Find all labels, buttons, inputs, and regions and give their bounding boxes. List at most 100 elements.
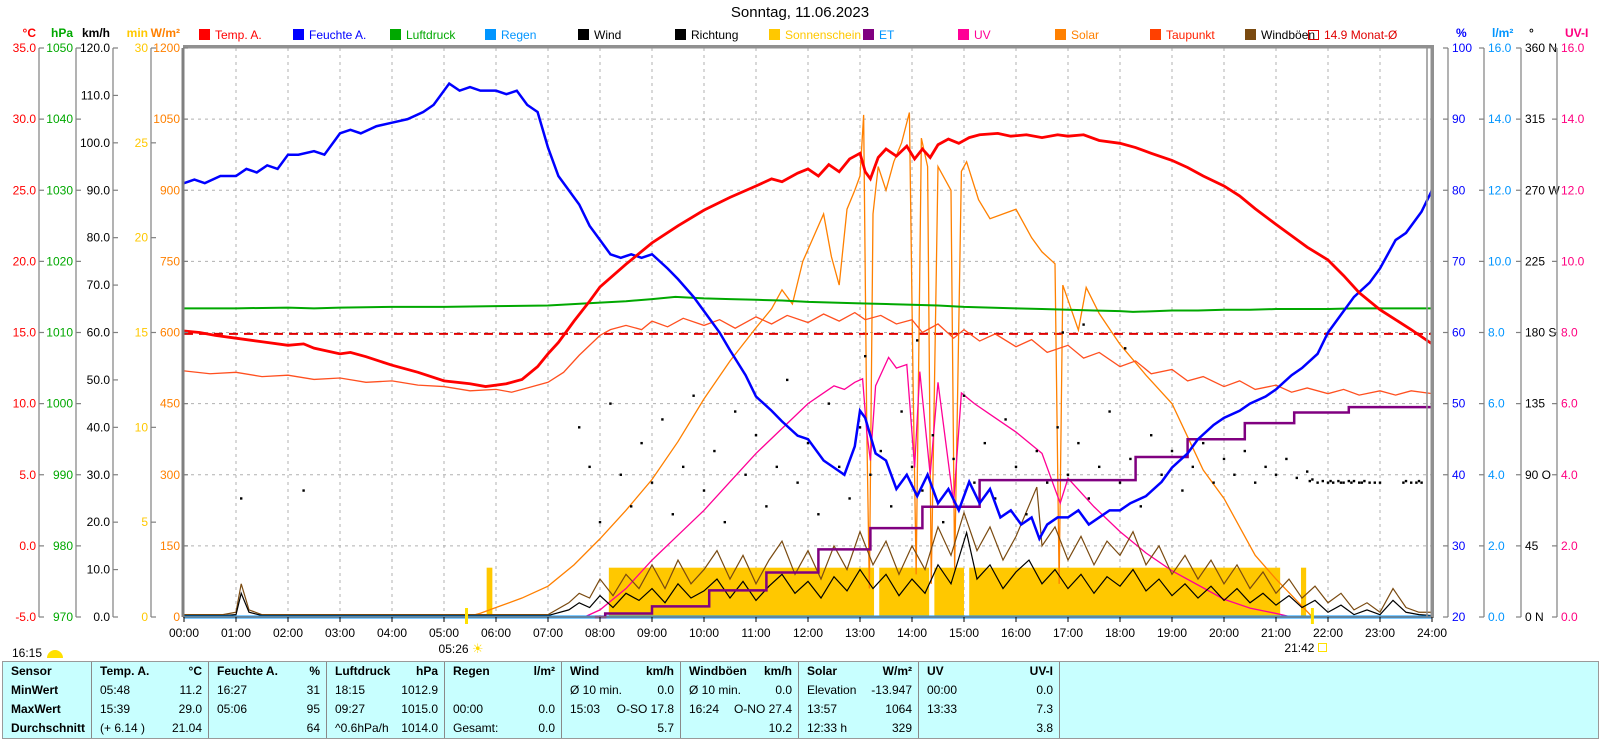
series-dot-Richtung — [1150, 434, 1153, 437]
legend-label: UV — [974, 28, 991, 42]
x-label: 09:00 — [637, 626, 667, 640]
legend-label: ET — [879, 28, 895, 42]
series-dot-Richtung — [858, 426, 862, 429]
series-dot-Richtung — [1410, 481, 1413, 484]
axis-label: 1020 — [46, 254, 73, 268]
series-dot-Richtung — [1233, 473, 1236, 476]
axis-label: 40.0 — [87, 420, 111, 434]
series-dot-Richtung — [682, 465, 685, 469]
series-dot-Richtung — [1363, 479, 1366, 483]
cell-label: 05:06 — [217, 702, 248, 716]
axis-label: 2.0 — [1488, 539, 1505, 553]
table-row: Feuchte A.% — [209, 662, 326, 681]
axis-label: 150 — [160, 539, 180, 553]
axis-label: 10.0 — [1561, 254, 1585, 268]
series-dot-Richtung — [1118, 481, 1122, 484]
series-dot-Richtung — [650, 481, 654, 484]
series-dot-Richtung — [1108, 410, 1111, 413]
axis-label: 1200 — [153, 41, 180, 55]
cell-label: Luftdruck — [335, 664, 391, 678]
sunset-marker: 21:42 — [1284, 641, 1327, 655]
legend-item-ET: ET — [863, 28, 895, 42]
series-dot-Richtung — [931, 434, 934, 437]
cell-label: Ø 10 min. — [570, 683, 623, 697]
sunshine-area — [934, 567, 964, 617]
series-dot-Richtung — [671, 513, 674, 516]
cell-label: 15:39 — [100, 702, 131, 716]
series-dot-Richtung — [1347, 479, 1350, 483]
table-row: UV UV-I — [919, 662, 1059, 681]
axis-label: 315 — [1525, 112, 1545, 126]
axis-label: 90 O — [1525, 468, 1551, 482]
legend-swatch-icon — [958, 29, 969, 40]
x-label: 13:00 — [845, 626, 875, 640]
cell-value: °C — [188, 664, 202, 678]
table-row: Sensor — [3, 662, 91, 681]
x-label: 02:00 — [273, 626, 303, 640]
sunset-time-label: 21:42 — [1284, 641, 1315, 655]
series-dot-Richtung — [1360, 481, 1363, 484]
x-label: 23:00 — [1365, 626, 1395, 640]
series-line-Luftdruck — [184, 295, 1432, 313]
daylight-duration: 16:15 — [12, 646, 65, 660]
cell-value: 10.2 — [768, 721, 792, 735]
cell-value: 5.7 — [657, 721, 674, 735]
legend-item-14.9 Monat-Ø: 14.9 Monat-Ø — [1308, 28, 1398, 42]
cell-label: Windböen — [689, 664, 747, 678]
series-dot-Richtung — [962, 394, 966, 397]
cell-label: 12:33 h — [807, 721, 848, 735]
cell-value: UV-I — [1029, 664, 1053, 678]
legend-swatch-icon — [1245, 29, 1256, 40]
cell-value: % — [309, 664, 320, 678]
table-row: Wind km/h — [562, 662, 680, 681]
series-dot-Richtung — [1339, 481, 1343, 484]
table-row: Durchschnitt — [3, 719, 91, 738]
axis-label: 90.0 — [87, 183, 111, 197]
cell-label: ^0.6hPa/h — [335, 721, 389, 735]
series-dot-Richtung — [1082, 323, 1085, 326]
table-row: ^0.6hPa/h 1014.0 — [327, 719, 444, 738]
legend-item-Richtung: Richtung — [675, 28, 738, 42]
daylight-sun-icon — [47, 650, 64, 658]
page-title: Sonntag, 11.06.2023 — [730, 4, 870, 21]
axis-label: 40 — [1452, 468, 1466, 482]
axis-header: UV-I — [1565, 26, 1589, 40]
cell-label: Regen — [453, 664, 490, 678]
series-dot-Richtung — [1326, 481, 1330, 484]
series-line-Solar — [466, 112, 1313, 618]
axis-label: 10.0 — [87, 563, 111, 577]
axis-label: 360 N — [1525, 41, 1557, 55]
series-dot-Richtung — [588, 465, 591, 469]
series-dot-Richtung — [1129, 457, 1132, 461]
axis-label: 60 — [1452, 326, 1466, 340]
x-label: 18:00 — [1105, 626, 1135, 640]
table-row: Regen l/m² — [445, 662, 561, 681]
stats-table: Sensor MinWert MaxWert Durchschnitt Temp. A.… — [2, 661, 1599, 739]
x-label: 15:00 — [949, 626, 979, 640]
series-dot-Richtung — [1402, 481, 1405, 484]
x-label: 24:00 — [1417, 626, 1447, 640]
legend-swatch-icon — [1150, 29, 1161, 40]
x-label: 07:00 — [533, 626, 563, 640]
series-dot-Richtung — [1056, 426, 1059, 429]
axis-label: 16.0 — [1488, 41, 1512, 55]
cell-label: Sensor — [11, 664, 52, 678]
cell-value: 64 — [306, 721, 320, 735]
cell-label: 09:27 — [335, 702, 366, 716]
legend-swatch-icon — [1308, 30, 1319, 40]
cell-value: hPa — [415, 664, 438, 678]
axis-label: 1050 — [46, 41, 73, 55]
table-row: Gesamt: 0.0 — [445, 719, 561, 738]
cell-label — [215, 719, 217, 738]
table-row: Ø 10 min. 0.0 — [681, 681, 798, 700]
series-dot-Richtung — [1337, 479, 1340, 483]
legend-item-Feuchte A.: Feuchte A. — [293, 28, 366, 42]
axis-label: 4.0 — [1488, 468, 1505, 482]
table-row: Solar W/m² — [799, 662, 918, 681]
axis-label: 15.0 — [13, 326, 37, 340]
axis-label: 35.0 — [13, 41, 37, 55]
series-dot-Richtung — [1316, 481, 1319, 484]
cell-label: 00:00 — [453, 702, 484, 716]
legend-label: 14.9 Monat-Ø — [1324, 28, 1398, 42]
axis-label: 4.0 — [1561, 468, 1578, 482]
